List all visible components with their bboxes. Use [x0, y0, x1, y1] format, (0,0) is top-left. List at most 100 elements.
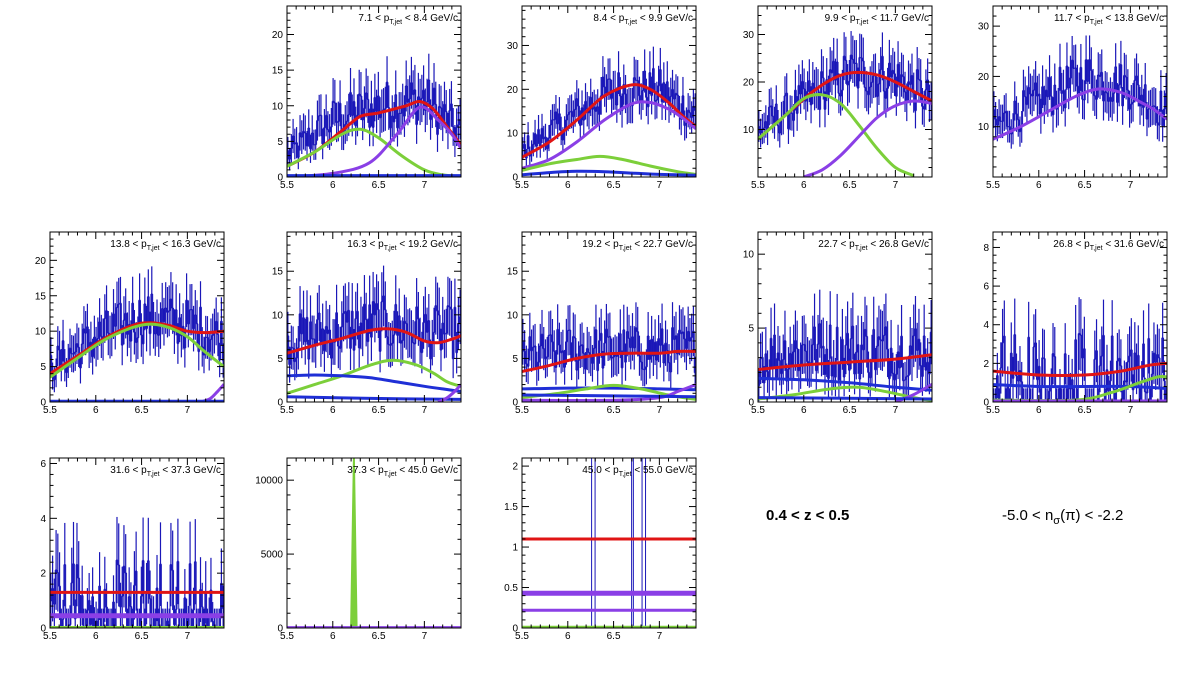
blue-fit-curve	[522, 386, 696, 392]
x-tick-label: 6.5	[135, 631, 149, 642]
panel-title-rhs: < 19.2 GeV/c	[397, 239, 458, 250]
panel-title-lhs: 13.8 < p	[110, 239, 147, 250]
plot-panel: 5.5 6 6.5 7 0 10 20 30 8.4 < pT,jet < 9.9 GeV/c	[507, 5, 697, 191]
plot-area	[522, 46, 696, 177]
plot-panel: 5.5 6 6.5 7 10 20 30 9.9 < pT,jet < 11.7 GeV/c	[743, 5, 933, 191]
y-tick-label: 1.5	[504, 502, 518, 513]
x-tick-label: 6	[330, 180, 336, 191]
y-tick-label: 1	[512, 543, 518, 554]
panel-title-lhs: 37.3 < p	[347, 465, 384, 476]
blue-fit-curve	[758, 396, 932, 401]
plot-frame	[757, 231, 933, 403]
purple-fit-curve	[803, 99, 932, 177]
y-tick-label: 10	[272, 101, 284, 112]
x-tick-label: 5.5	[986, 405, 1000, 416]
x-tick-label: 5.5	[751, 180, 765, 191]
x-tick-label: 6.5	[607, 405, 621, 416]
y-tick-label: 5	[277, 137, 283, 148]
x-tick-label: 6.5	[843, 180, 857, 191]
x-tick-label: 7	[422, 631, 428, 642]
plot-frame	[992, 5, 1168, 178]
total-fit-curve	[758, 353, 932, 371]
panel-title-sub: T,jet	[147, 471, 160, 478]
x-tick-label: 6	[801, 180, 807, 191]
y-tick-label: 20	[507, 85, 519, 96]
y-tick-label: 4	[40, 514, 46, 525]
x-tick-label: 7	[1128, 405, 1134, 416]
panel-title: 45.0 < pT,jet < 55.0 GeV/c	[582, 465, 693, 478]
y-tick-label: 10	[35, 327, 47, 338]
nsigma-prefix: -5.0 < n	[1002, 507, 1054, 524]
x-tick-label: 7	[422, 180, 428, 191]
x-tick-label: 6.5	[135, 405, 149, 416]
panel-title-rhs: < 26.8 GeV/c	[868, 239, 929, 250]
x-tick-label: 7	[657, 631, 663, 642]
y-tick-label: 0	[40, 624, 46, 635]
panel-title-sub: T,jet	[147, 245, 160, 252]
green-fit-curve	[522, 154, 696, 176]
y-tick-label: 30	[507, 41, 519, 52]
x-tick-label: 6.5	[607, 631, 621, 642]
y-tick-label: 10	[743, 125, 755, 136]
panel-title-lhs: 11.7 < p	[1054, 13, 1090, 24]
x-tick-label: 6	[1036, 180, 1042, 191]
plot-panel: 5.5 6 6.5 7 0 2 4 6 8 26.8 < pT,jet < 31.6 GeV/c	[983, 231, 1168, 416]
y-tick-label: 30	[978, 22, 990, 33]
plot-area	[287, 265, 461, 402]
y-tick-label: 0	[277, 624, 283, 635]
x-tick-label: 6.5	[607, 180, 621, 191]
y-tick-label: 20	[35, 256, 47, 267]
x-tick-label: 7	[1128, 180, 1134, 191]
panel-title: 19.2 < pT,jet < 22.7 GeV/c	[582, 239, 693, 252]
nsigma-suffix: (π) < -2.2	[1060, 507, 1124, 524]
panel-title-lhs: 31.6 < p	[110, 465, 147, 476]
x-tick-label: 7	[893, 180, 899, 191]
x-tick-label: 7	[185, 631, 191, 642]
y-tick-label: 10	[743, 250, 755, 261]
panel-title-lhs: 22.7 < p	[818, 239, 855, 250]
panel-title-rhs: < 8.4 GeV/c	[402, 13, 458, 24]
x-tick-label: 6.5	[843, 405, 857, 416]
panel-title: 8.4 < pT,jet < 9.9 GeV/c	[593, 13, 693, 26]
panel-title-lhs: 45.0 < p	[582, 465, 619, 476]
y-tick-label: 4	[983, 320, 989, 331]
panel-title: 11.7 < pT,jet < 13.8 GeV/c	[1054, 13, 1164, 26]
y-tick-label: 5	[40, 362, 46, 373]
x-tick-label: 6	[330, 631, 336, 642]
green-fit-curve	[287, 127, 461, 177]
x-tick-label: 7	[185, 405, 191, 416]
panel-title: 9.9 < pT,jet < 11.7 GeV/c	[825, 13, 929, 26]
x-tick-label: 6.5	[372, 631, 386, 642]
purple-fit-curve	[894, 382, 932, 402]
x-tick-label: 5.5	[280, 405, 294, 416]
x-tick-label: 7	[657, 180, 663, 191]
x-tick-label: 6	[801, 405, 807, 416]
y-tick-label: 0	[512, 398, 518, 409]
plot-panel: 5.5 6 6.5 7 0 5 10 15 20 7.1 < pT,jet < 8.4 GeV/c	[272, 5, 462, 191]
green-fit-curve	[350, 458, 358, 628]
y-tick-label: 0	[277, 398, 283, 409]
purple-fit-curve	[287, 105, 461, 177]
panel-title-rhs: < 16.3 GeV/c	[160, 239, 221, 250]
purple-fit-curve	[200, 383, 224, 402]
panel-title-sub: T,jet	[624, 19, 637, 26]
x-tick-label: 6.5	[1078, 405, 1092, 416]
y-tick-label: 2	[512, 462, 518, 473]
plot-area	[522, 302, 696, 402]
panel-title-rhs: < 55.0 GeV/c	[632, 465, 693, 476]
panel-title-sub: T,jet	[619, 471, 632, 478]
panel-title-lhs: 26.8 < p	[1053, 239, 1090, 250]
panel-title: 31.6 < pT,jet < 37.3 GeV/c	[110, 465, 221, 478]
panel-title: 37.3 < pT,jet < 45.0 GeV/c	[347, 465, 458, 478]
x-tick-label: 5.5	[515, 405, 529, 416]
y-tick-label: 0.5	[504, 583, 518, 594]
panel-title-sub: T,jet	[389, 19, 402, 26]
y-tick-label: 0	[277, 173, 283, 184]
panel-title-lhs: 19.2 < p	[582, 239, 619, 250]
x-tick-label: 7	[657, 405, 663, 416]
x-tick-label: 6	[565, 405, 571, 416]
y-tick-label: 5	[512, 354, 518, 365]
x-tick-label: 5.5	[280, 631, 294, 642]
x-tick-label: 5.5	[515, 631, 529, 642]
plot-panel: 5.5 6 6.5 7 0 5 10 15 16.3 < pT,jet < 19.2 GeV/c	[272, 231, 462, 416]
